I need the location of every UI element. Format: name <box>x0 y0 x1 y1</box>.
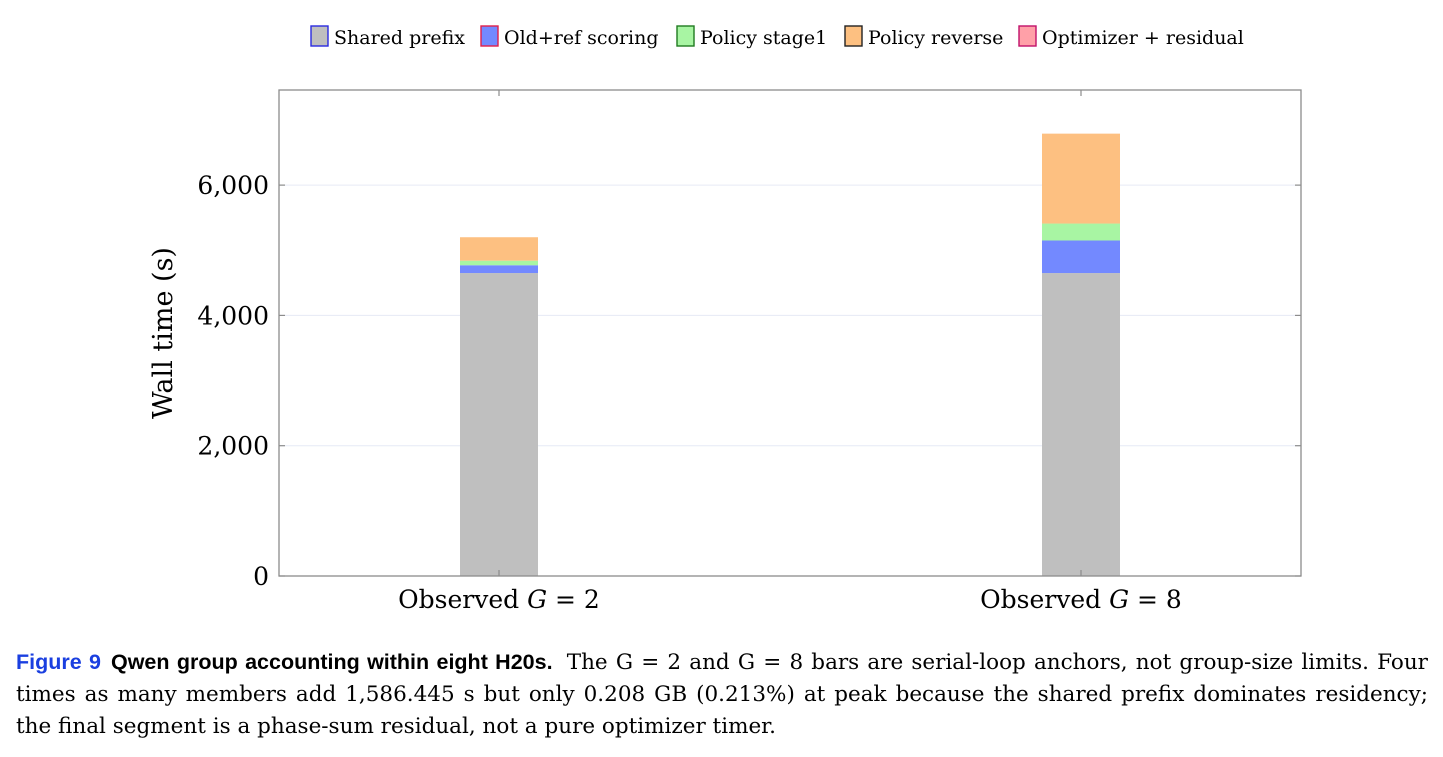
y-tick-label-1: 2,000 <box>197 432 269 461</box>
bar-0-series-1 <box>460 265 538 274</box>
y-tick-label-3: 6,000 <box>197 171 269 200</box>
y-tick-label-0: 0 <box>253 562 269 591</box>
bars <box>460 133 1120 576</box>
bar-1-series-3 <box>1042 133 1120 224</box>
legend-swatch-1 <box>480 25 499 47</box>
legend-label-4: Optimizer + residual <box>1042 27 1244 49</box>
legend-label-0: Shared prefix <box>334 27 465 49</box>
bar-0-series-2 <box>460 260 538 266</box>
bar-0-series-3 <box>460 237 538 261</box>
axis-ticks: 0 2,000 4,000 6,000 Observed G = 2 Observed G… <box>197 90 1301 614</box>
legend: Shared prefix Old+ref scoring Policy stage… <box>310 25 1244 49</box>
caption-label: Figure 9 <box>16 650 101 674</box>
legend-label-2: Policy stage1 <box>700 27 827 49</box>
bar-0-series-0 <box>460 273 538 576</box>
bar-1-series-2 <box>1042 223 1120 241</box>
stacked-bar-chart: Shared prefix Old+ref scoring Policy stage… <box>148 25 1302 614</box>
legend-swatch-2 <box>676 25 695 47</box>
y-axis-title: Wall time (s) <box>148 247 179 419</box>
y-tick-label-2: 4,000 <box>197 301 269 330</box>
legend-swatch-3 <box>844 25 863 47</box>
legend-swatch-0 <box>310 25 329 47</box>
bar-1-series-0 <box>1042 273 1120 576</box>
caption-text: The G = 2 and G = 8 bars are serial-loop… <box>16 650 1428 739</box>
x-tick-label-0: Observed G = 2 <box>398 585 600 614</box>
caption-title: Qwen group accounting within eight H20s. <box>110 650 553 674</box>
gridlines <box>279 184 1301 447</box>
legend-swatch-4 <box>1018 25 1037 47</box>
bar-1-series-1 <box>1042 240 1120 274</box>
x-tick-label-1: Observed G = 8 <box>980 585 1182 614</box>
legend-label-3: Policy reverse <box>868 27 1003 49</box>
figure-caption: Figure 9 Qwen group accounting within eig… <box>16 646 1428 743</box>
legend-label-1: Old+ref scoring <box>504 27 659 49</box>
plot-frame <box>278 89 1302 577</box>
